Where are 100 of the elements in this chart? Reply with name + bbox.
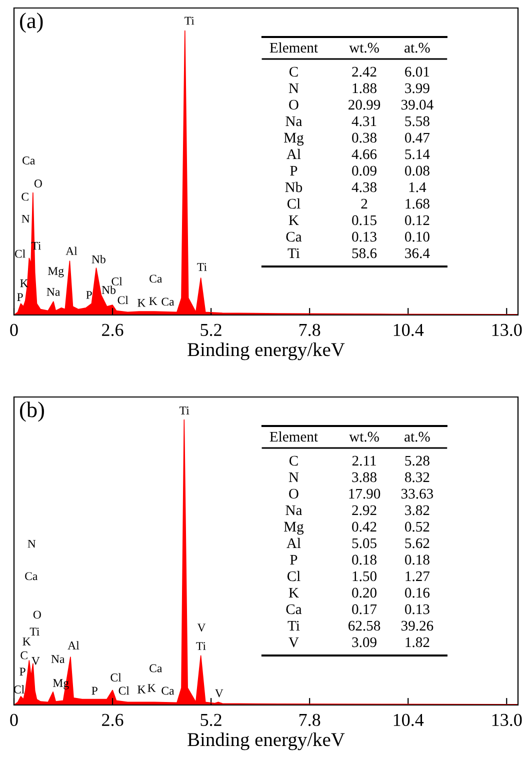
annotation: Ca bbox=[25, 572, 38, 580]
annotation: Mg bbox=[48, 267, 64, 278]
x-tick-label: 2.6 bbox=[102, 714, 124, 726]
annotation: 5.05 bbox=[352, 538, 376, 548]
annotation: P bbox=[290, 554, 298, 565]
annotation: K bbox=[148, 684, 156, 692]
annotation: N bbox=[28, 540, 36, 548]
annotation: Al bbox=[286, 538, 301, 548]
annotation: 0.16 bbox=[404, 588, 430, 598]
annotation: K bbox=[138, 686, 146, 694]
annotation: 3.82 bbox=[405, 505, 430, 516]
annotation: 0.13 bbox=[404, 604, 430, 614]
annotation: Element bbox=[270, 431, 318, 442]
annotation: 3.88 bbox=[352, 472, 376, 482]
annotation: Ca bbox=[286, 232, 302, 242]
x-axis-title: Binding energy/keV bbox=[188, 342, 345, 360]
annotation: O bbox=[34, 180, 42, 188]
annotation: 1.27 bbox=[406, 571, 430, 582]
annotation: Na bbox=[51, 655, 65, 663]
annotation: V bbox=[288, 637, 299, 648]
annotation: 2.11 bbox=[352, 456, 376, 466]
annotation: Cl bbox=[110, 673, 122, 682]
annotation: 0.52 bbox=[404, 522, 430, 532]
annotation: O bbox=[289, 100, 298, 110]
annotation: Ti bbox=[288, 620, 300, 631]
annotation: 20.99 bbox=[348, 100, 380, 110]
annotation: C bbox=[289, 66, 298, 77]
annotation: Na bbox=[46, 288, 60, 296]
annotation: Na bbox=[286, 116, 302, 126]
annotation: 3.09 bbox=[352, 637, 376, 648]
annotation: 5.14 bbox=[405, 149, 430, 160]
annotation: K bbox=[22, 638, 31, 646]
annotation: Na bbox=[286, 505, 302, 516]
annotation: Cl bbox=[118, 686, 130, 695]
x-tick-label: 10.4 bbox=[394, 324, 424, 336]
annotation: V bbox=[215, 689, 224, 698]
annotation: Cl bbox=[112, 277, 122, 286]
annotation: 0.08 bbox=[404, 166, 430, 176]
annotation: P bbox=[20, 668, 26, 676]
annotation: V bbox=[197, 624, 206, 632]
annotation: Cl bbox=[287, 570, 300, 582]
annotation: 36.4 bbox=[405, 248, 430, 258]
annotation: 0.17 bbox=[352, 604, 377, 614]
annotation: K bbox=[138, 299, 146, 307]
annotation: 4.38 bbox=[352, 182, 376, 192]
annotation: 33.63 bbox=[401, 488, 434, 499]
annotation: P bbox=[92, 686, 98, 695]
annotation: Ti bbox=[196, 642, 206, 650]
annotation: Ti bbox=[197, 263, 207, 271]
annotation: Cl bbox=[118, 296, 128, 304]
x-axis-title: Binding energy/keV bbox=[188, 732, 345, 750]
annotation: K bbox=[288, 588, 299, 598]
annotation: 4.31 bbox=[352, 116, 376, 126]
annotation: Nb bbox=[102, 286, 116, 294]
annotation: Ca bbox=[286, 604, 302, 614]
annotation: Cl bbox=[14, 249, 26, 258]
x-tick-label: 13.0 bbox=[492, 324, 522, 336]
annotation: Cl bbox=[287, 198, 300, 209]
annotation: Ca bbox=[150, 664, 162, 672]
annotation: 5.28 bbox=[405, 456, 430, 466]
annotation: 0.10 bbox=[404, 232, 430, 242]
annotation: 5.62 bbox=[405, 538, 430, 548]
annotation: 17.90 bbox=[349, 488, 380, 499]
annotation: Element bbox=[270, 42, 318, 53]
annotation: 2.42 bbox=[352, 66, 376, 77]
annotation: Ca bbox=[150, 274, 162, 283]
annotation: P bbox=[17, 293, 23, 301]
annotation: C bbox=[289, 456, 298, 466]
annotation: Ca bbox=[22, 156, 36, 164]
annotation: 4.66 bbox=[352, 149, 377, 160]
annotation: O bbox=[289, 488, 298, 499]
annotation: 6.01 bbox=[405, 66, 430, 77]
annotation: 0.09 bbox=[352, 166, 376, 176]
annotation: 0.12 bbox=[404, 215, 430, 226]
annotation: 39.04 bbox=[401, 100, 434, 110]
annotation: 8.32 bbox=[404, 472, 430, 482]
text: Ti bbox=[180, 406, 190, 414]
annotation: 0.15 bbox=[352, 215, 376, 226]
annotation: 1.82 bbox=[406, 637, 430, 648]
annotation: 0.18 bbox=[404, 554, 430, 565]
annotation: wt.% bbox=[349, 42, 379, 53]
annotation: O bbox=[33, 610, 41, 619]
annotation: Nb bbox=[92, 255, 106, 264]
annotation: Mg bbox=[284, 132, 304, 146]
annotation: 3.99 bbox=[405, 83, 430, 94]
annotation: 0.20 bbox=[352, 588, 376, 598]
annotation: 0.13 bbox=[352, 232, 376, 242]
annotation: C bbox=[20, 651, 28, 660]
annotation: K bbox=[288, 215, 299, 226]
annotation: Ca bbox=[162, 298, 174, 306]
annotation: 0.47 bbox=[404, 132, 430, 143]
annotation: Al bbox=[68, 641, 80, 650]
annotation: P bbox=[86, 291, 92, 299]
annotation: 1.50 bbox=[352, 571, 376, 582]
x-tick-label: 5.2 bbox=[200, 324, 222, 336]
x-tick-label: 0 bbox=[10, 714, 18, 726]
annotation: Al bbox=[66, 246, 78, 255]
annotation: Al bbox=[286, 148, 301, 160]
annotation: Ti bbox=[288, 248, 300, 258]
x-tick-label: 7.8 bbox=[299, 324, 320, 336]
